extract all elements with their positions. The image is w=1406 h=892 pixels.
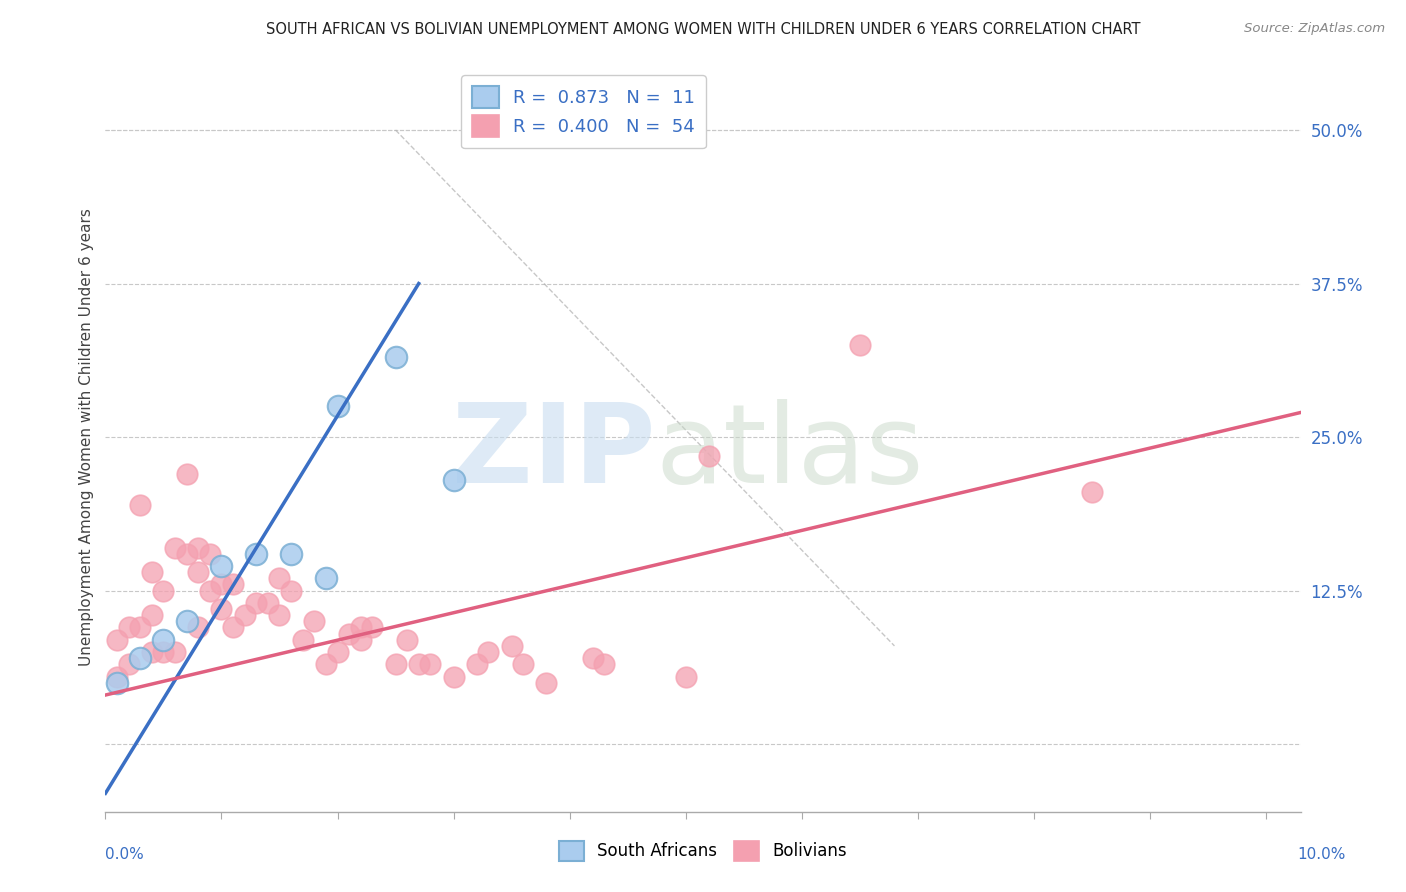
- Point: [118, 620, 141, 634]
- Point: [326, 645, 349, 659]
- Point: [152, 632, 174, 647]
- Point: [105, 632, 128, 647]
- Point: [211, 577, 233, 591]
- Point: [477, 645, 499, 659]
- Point: [129, 620, 152, 634]
- Point: [384, 350, 406, 364]
- Text: SOUTH AFRICAN VS BOLIVIAN UNEMPLOYMENT AMONG WOMEN WITH CHILDREN UNDER 6 YEARS C: SOUTH AFRICAN VS BOLIVIAN UNEMPLOYMENT A…: [266, 22, 1140, 37]
- Point: [291, 632, 314, 647]
- Point: [165, 541, 187, 555]
- Text: Source: ZipAtlas.com: Source: ZipAtlas.com: [1244, 22, 1385, 36]
- Point: [129, 498, 152, 512]
- Point: [337, 626, 360, 640]
- Point: [419, 657, 441, 672]
- Point: [501, 639, 523, 653]
- Point: [269, 608, 291, 623]
- Point: [1080, 485, 1102, 500]
- Point: [512, 657, 534, 672]
- Legend: R =  0.873   N =  11, R =  0.400   N =  54: R = 0.873 N = 11, R = 0.400 N = 54: [461, 75, 706, 148]
- Point: [384, 657, 406, 672]
- Point: [187, 620, 209, 634]
- Point: [211, 602, 233, 616]
- Point: [105, 670, 128, 684]
- Point: [222, 577, 245, 591]
- Legend: South Africans, Bolivians: South Africans, Bolivians: [553, 834, 853, 868]
- Point: [222, 620, 245, 634]
- Point: [187, 565, 209, 579]
- Point: [280, 583, 302, 598]
- Text: atlas: atlas: [655, 399, 924, 506]
- Point: [593, 657, 616, 672]
- Point: [176, 615, 198, 629]
- Point: [582, 651, 605, 665]
- Point: [350, 620, 373, 634]
- Y-axis label: Unemployment Among Women with Children Under 6 years: Unemployment Among Women with Children U…: [79, 208, 94, 666]
- Point: [187, 541, 209, 555]
- Point: [141, 608, 163, 623]
- Point: [141, 645, 163, 659]
- Point: [675, 670, 697, 684]
- Point: [361, 620, 384, 634]
- Text: 10.0%: 10.0%: [1298, 847, 1346, 862]
- Point: [396, 632, 419, 647]
- Point: [176, 467, 198, 481]
- Point: [198, 547, 221, 561]
- Point: [697, 449, 720, 463]
- Point: [118, 657, 141, 672]
- Point: [326, 400, 349, 414]
- Point: [165, 645, 187, 659]
- Text: 0.0%: 0.0%: [105, 847, 145, 862]
- Point: [315, 657, 337, 672]
- Point: [233, 608, 256, 623]
- Point: [152, 583, 174, 598]
- Point: [105, 675, 128, 690]
- Point: [280, 547, 302, 561]
- Point: [245, 547, 267, 561]
- Point: [198, 583, 221, 598]
- Point: [465, 657, 488, 672]
- Point: [152, 645, 174, 659]
- Point: [269, 571, 291, 585]
- Point: [350, 632, 373, 647]
- Point: [245, 596, 267, 610]
- Point: [848, 338, 870, 352]
- Point: [211, 559, 233, 574]
- Point: [443, 473, 465, 487]
- Point: [443, 670, 465, 684]
- Point: [176, 547, 198, 561]
- Point: [257, 596, 280, 610]
- Point: [408, 657, 430, 672]
- Point: [304, 615, 326, 629]
- Point: [315, 571, 337, 585]
- Point: [536, 675, 558, 690]
- Text: ZIP: ZIP: [451, 399, 655, 506]
- Point: [141, 565, 163, 579]
- Point: [129, 651, 152, 665]
